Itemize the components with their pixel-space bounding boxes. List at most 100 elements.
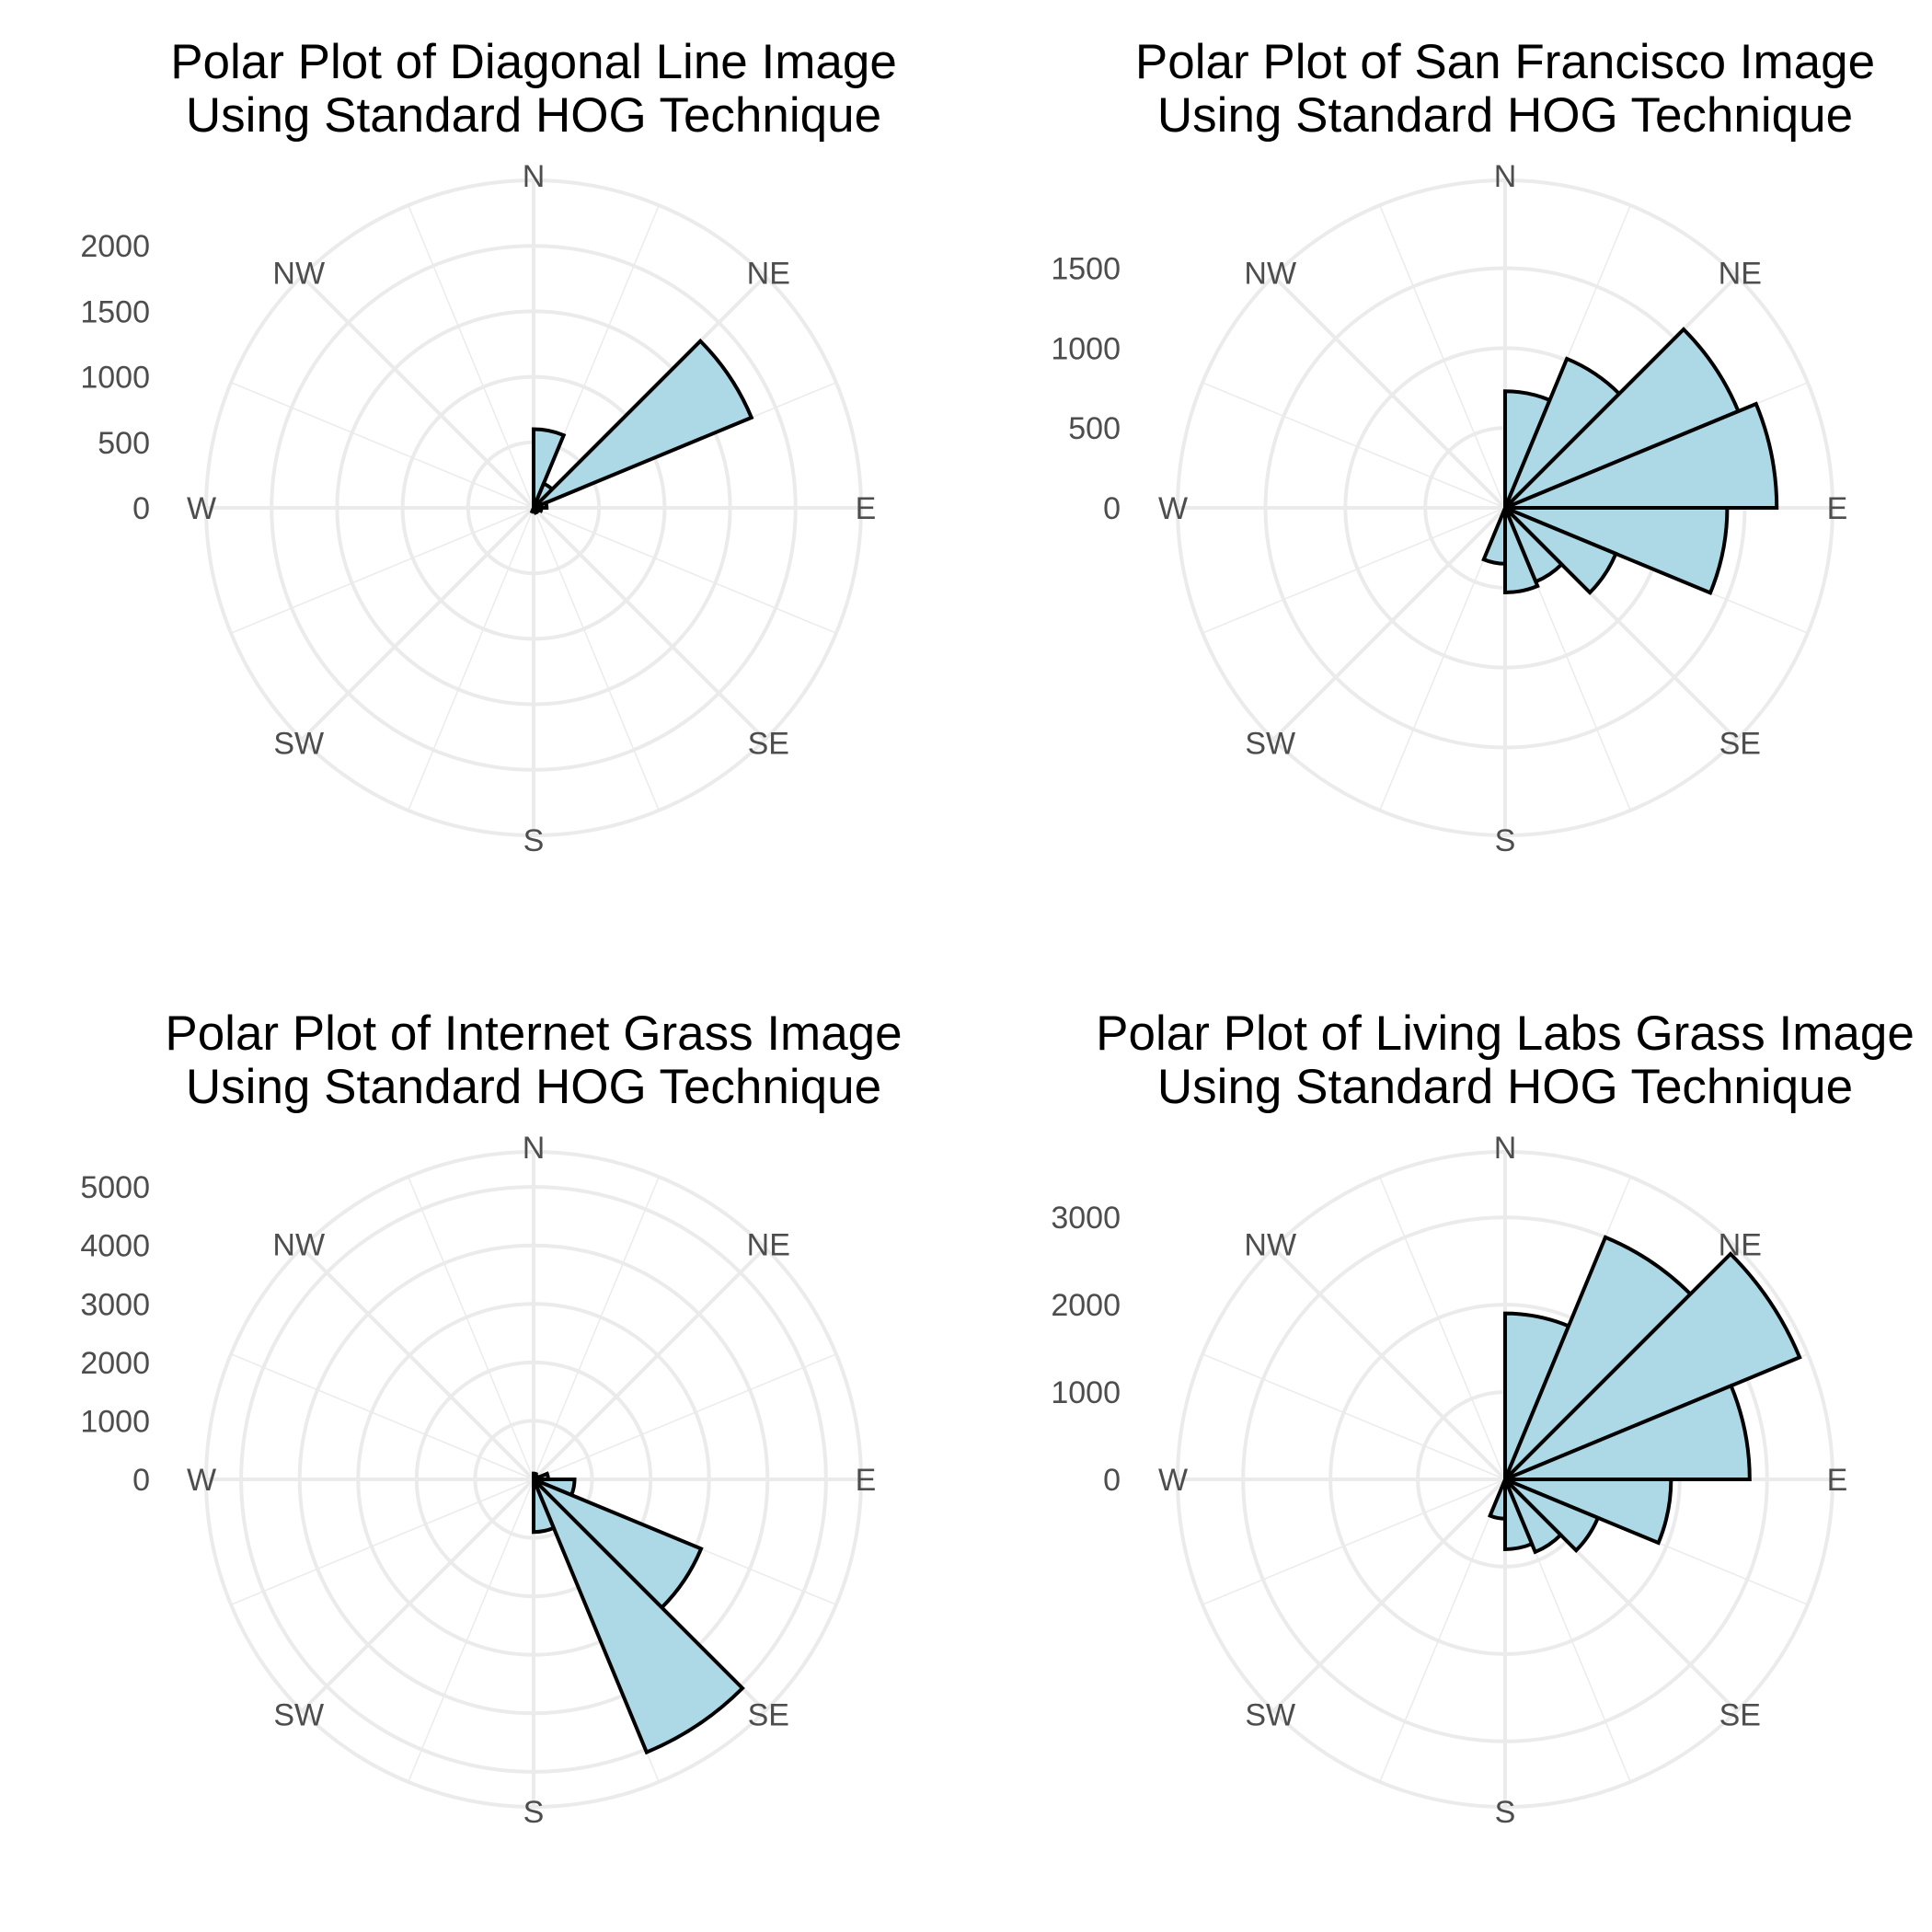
grid-spoke-minor [408,204,535,509]
polar-bar-sector [1481,507,1507,566]
radial-tick-label: 1500 [1051,252,1121,287]
direction-label: S [1495,823,1516,858]
direction-label: SE [748,1697,789,1732]
grid-ring [1241,1215,1769,1743]
chart-title-line: Using Standard HOG Technique [1157,88,1853,143]
direction-label: E [1827,491,1848,526]
direction-label: E [856,491,877,526]
grid-spoke-minor [408,1176,535,1480]
radial-tick-label: 5000 [80,1170,150,1205]
radial-tick-label: 0 [1103,1463,1121,1498]
radial-tick-label: 2000 [1051,1288,1121,1323]
radial-tick-label: 3000 [80,1287,150,1322]
grid-ring-outer [1176,178,1834,837]
radial-tick-label: 2000 [80,229,150,264]
direction-label: SW [273,726,324,761]
polar-bar-sector [532,1478,745,1755]
grid-spoke-minor [230,1353,535,1480]
direction-label: NW [1244,257,1296,292]
polar-bar-sector [532,338,754,510]
radial-tick-label: 4000 [80,1229,150,1264]
grid-spoke-major [300,274,535,510]
polar-bar-sector [532,1478,557,1535]
chart-title-line: Polar Plot of Internet Grass Image [165,1006,902,1061]
grid-spoke-major [1271,1246,1507,1481]
grid-spoke-minor [230,382,535,509]
polar-bar-sector [1504,1383,1752,1481]
direction-label: N [1494,159,1517,194]
direction-label: SW [1245,726,1295,761]
direction-label: W [187,491,216,526]
radial-tick-label: 1000 [80,361,150,396]
grid-ring-outer [1176,1150,1834,1809]
grid-spoke-minor [230,507,535,634]
radial-tick-label: 1000 [1051,1375,1121,1410]
radial-tick-label: 500 [98,426,150,461]
polar-bar-sector [1503,506,1618,595]
grid-spoke-minor [533,1353,837,1480]
grid-ring [239,1185,828,1774]
direction-label: NW [1244,1228,1296,1263]
grid-spoke-major [1271,1478,1507,1713]
grid-ring [400,374,667,641]
grid-spoke-major [300,1478,535,1713]
direction-label: E [856,1463,877,1498]
direction-label: SE [748,726,789,761]
grid-spoke-minor [1202,1478,1506,1605]
radial-tick-label: 0 [1103,491,1121,526]
grid-spoke-minor [533,507,660,811]
direction-label: W [1158,1463,1188,1498]
grid-ring [473,1419,594,1540]
radial-tick-label: 2000 [80,1346,150,1381]
radial-tick-label: 0 [132,1463,150,1498]
direction-label: NW [272,1228,325,1263]
grid-spoke-minor [1202,382,1506,509]
grid-spoke-minor [1379,1478,1506,1783]
grid-spoke-minor [230,1478,535,1605]
panel-internet-grass: Polar Plot of Internet Grass ImageUsing … [80,1006,902,1830]
direction-label: E [1827,1463,1848,1498]
direction-label: SW [273,1697,324,1732]
chart-title-line: Polar Plot of Living Labs Grass Image [1096,1006,1915,1061]
grid-spoke-major [1271,506,1507,742]
polar-bar-sector [1488,1478,1507,1521]
direction-label: S [1495,1795,1516,1830]
direction-label: S [523,823,545,858]
direction-label: SE [1719,1697,1761,1732]
chart-title-line: Polar Plot of San Francisco Image [1135,35,1875,89]
radial-tick-label: 1000 [1051,331,1121,366]
grid-ring [356,1302,711,1657]
polar-bar-sector [1503,1251,1802,1481]
panel-living-labs-grass: Polar Plot of Living Labs Grass ImageUsi… [1051,1006,1914,1830]
grid-spoke-major [300,506,535,742]
direction-label: N [523,1131,546,1166]
grid-ring [270,244,798,772]
grid-ring-outer [204,1150,863,1809]
radial-tick-label: 1000 [80,1404,150,1439]
grid-ring [335,309,732,707]
grid-spoke-minor [408,1478,535,1783]
grid-spoke-minor [1379,1176,1506,1480]
grid-spoke-major [532,1246,767,1481]
direction-label: S [523,1795,545,1830]
direction-label: W [187,1463,216,1498]
polar-bar-sector [1503,1478,1564,1555]
radial-tick-label: 500 [1068,411,1121,446]
direction-label: W [1158,491,1188,526]
grid-spoke-minor [533,1176,660,1480]
direction-label: NE [747,1228,790,1263]
grid-spoke-minor [533,507,837,634]
chart-title-line: Using Standard HOG Technique [1157,1060,1853,1114]
grid-spoke-minor [1202,1353,1506,1480]
radial-tick-label: 3000 [1051,1201,1121,1236]
polar-bar-sector [1504,401,1779,510]
grid-ring [297,1243,770,1716]
direction-label: SE [1719,726,1761,761]
polar-bar-sector [529,507,535,514]
grid-spoke-major [300,1246,535,1481]
grid-spoke-major [1271,274,1507,510]
direction-label: SW [1245,1697,1295,1732]
direction-label: NW [272,257,325,292]
